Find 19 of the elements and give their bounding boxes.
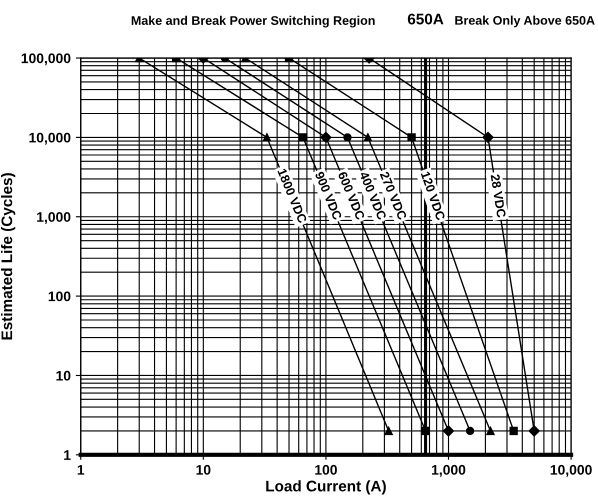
x-tick-label: 10,000: [550, 464, 592, 477]
x-tick-label: 10: [196, 464, 210, 475]
x-tick-label: 1: [78, 465, 84, 475]
text: Break Only Above 650A: [455, 16, 595, 28]
text: 28 VDC: [490, 174, 506, 218]
x-tick-label: 1,000: [432, 464, 466, 477]
y-tick-label: 10,000: [29, 132, 70, 145]
x-axis-title: Load Current (A): [266, 480, 386, 495]
ref-line-label: 650A: [408, 14, 444, 24]
text: 1800 VDC: [277, 168, 308, 224]
y-tick-label: 1,000: [37, 212, 70, 224]
x-tick-label: 100: [315, 464, 337, 475]
y-tick-label: 1: [64, 450, 71, 460]
y-axis-title: Estimated Life (Cycles): [1, 173, 16, 340]
y-tick-label: 100: [48, 291, 70, 302]
y-tick-label: 100,000: [22, 53, 70, 66]
y-tick-label: 10: [56, 370, 70, 381]
text: 120 VDC: [420, 171, 446, 221]
text: Make and Break Power Switching Region: [132, 16, 375, 28]
